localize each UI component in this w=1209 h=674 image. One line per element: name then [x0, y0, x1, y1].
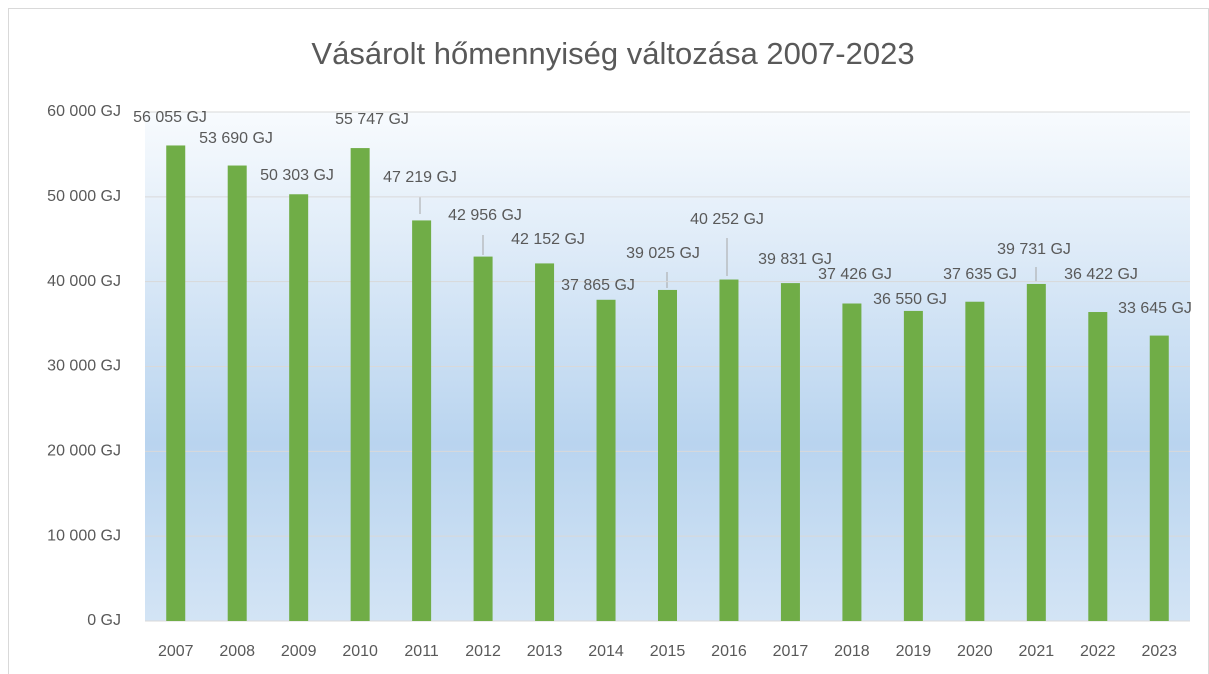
data-label: 39 831 GJ — [758, 251, 832, 268]
x-tick-label: 2015 — [650, 643, 686, 660]
bar — [473, 256, 493, 621]
bar — [350, 148, 370, 621]
y-tick-label: 40 000 GJ — [47, 273, 121, 290]
data-label: 40 252 GJ — [690, 211, 764, 228]
data-label: 33 645 GJ — [1118, 300, 1192, 317]
x-tick-label: 2007 — [158, 643, 194, 660]
x-tick-label: 2011 — [404, 643, 439, 660]
x-tick-label: 2016 — [711, 643, 747, 660]
x-tick-label: 2018 — [834, 643, 870, 660]
bar — [719, 279, 739, 621]
x-tick-label: 2019 — [896, 643, 932, 660]
data-label: 42 956 GJ — [448, 207, 522, 224]
data-label: 56 055 GJ — [133, 109, 207, 126]
x-tick-label: 2021 — [1019, 643, 1055, 660]
bar — [289, 194, 309, 621]
chart-title: Vásárolt hőmennyiség változása 2007-2023 — [311, 36, 914, 71]
x-tick-label: 2009 — [281, 643, 317, 660]
x-tick-label: 2012 — [465, 643, 501, 660]
y-tick-label: 0 GJ — [87, 612, 121, 629]
data-label: 55 747 GJ — [335, 111, 409, 128]
y-tick-label: 50 000 GJ — [47, 188, 121, 205]
x-tick-label: 2013 — [527, 643, 563, 660]
bar — [412, 220, 432, 621]
data-label: 53 690 GJ — [199, 130, 273, 147]
bar — [658, 289, 677, 621]
data-label: 50 303 GJ — [260, 167, 334, 184]
bar — [166, 145, 186, 622]
leader-lines — [419, 197, 1037, 288]
bar — [1026, 283, 1046, 621]
x-tick-label: 2008 — [219, 643, 255, 660]
bar — [903, 310, 923, 621]
bar — [780, 283, 800, 621]
y-tick-label: 30 000 GJ — [47, 358, 121, 375]
bar — [965, 301, 985, 621]
bar — [842, 303, 862, 621]
data-label: 37 635 GJ — [943, 266, 1017, 283]
data-label: 37 865 GJ — [561, 277, 635, 294]
y-tick-label: 10 000 GJ — [47, 527, 121, 544]
x-tick-label: 2020 — [957, 643, 993, 660]
x-tick-label: 2022 — [1080, 643, 1116, 660]
data-label: 39 025 GJ — [626, 245, 700, 262]
x-tick-label: 2023 — [1141, 643, 1177, 660]
bar — [535, 263, 555, 621]
bar — [1149, 335, 1169, 621]
bar — [1088, 312, 1108, 621]
bar — [596, 299, 616, 621]
data-label: 47 219 GJ — [383, 169, 457, 186]
bar — [227, 165, 247, 621]
data-label: 36 422 GJ — [1064, 266, 1138, 283]
y-tick-label: 60 000 GJ — [47, 103, 121, 120]
x-tick-label: 2014 — [588, 643, 624, 660]
data-label: 39 731 GJ — [997, 241, 1071, 258]
data-label: 37 426 GJ — [818, 266, 892, 283]
x-tick-label: 2010 — [342, 643, 378, 660]
data-label: 36 550 GJ — [873, 291, 947, 308]
data-label: 42 152 GJ — [511, 231, 585, 248]
y-tick-label: 20 000 GJ — [47, 443, 121, 460]
x-tick-label: 2017 — [773, 643, 809, 660]
